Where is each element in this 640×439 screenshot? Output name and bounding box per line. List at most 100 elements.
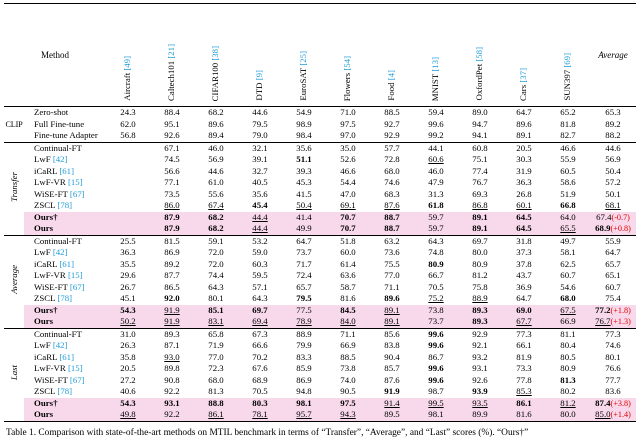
- value: 92.9: [472, 328, 488, 339]
- table-row: LwF [42] 74.5 56.9 39.1 51.1 52.6 72.8 60.6 75.1…: [4, 154, 636, 166]
- citation-link[interactable]: [67]: [69, 188, 85, 199]
- citation-link[interactable]: [37]: [518, 68, 529, 83]
- value-cell: 90.8: [150, 375, 194, 387]
- value-cell: 75.2: [414, 293, 458, 305]
- value-cell: 94.3: [326, 409, 370, 421]
- value-cell: 44.4: [238, 211, 282, 223]
- value-cell: 49.7: [546, 235, 590, 247]
- citation-link[interactable]: [15]: [67, 363, 83, 373]
- citation-link[interactable]: [42]: [52, 247, 68, 257]
- table-header: Method Aircraft [49] Caltech101 [21] CIFAR1…: [4, 3, 636, 107]
- citation-link[interactable]: [67]: [69, 374, 85, 385]
- citation-link[interactable]: [58]: [474, 47, 485, 63]
- value-cell: 80.9: [546, 363, 590, 375]
- column-header-rotated: OxfordPet [58]: [474, 47, 485, 101]
- value: 98.9: [296, 118, 312, 129]
- column-header: Aircraft [49]: [106, 3, 150, 107]
- value: 87.1: [164, 340, 180, 350]
- value: 68.2: [208, 107, 224, 117]
- value: 69.4: [252, 316, 268, 326]
- value-cell: 81.2: [546, 397, 590, 409]
- value-cell: 66.1: [502, 340, 546, 352]
- citation-link[interactable]: [49]: [122, 56, 133, 71]
- value: 80.3: [252, 397, 268, 408]
- citation-link[interactable]: [25]: [298, 51, 309, 67]
- citation-link[interactable]: [4]: [386, 70, 397, 81]
- value: 83.6: [605, 386, 621, 396]
- value-cell: 92.2: [150, 386, 194, 398]
- value-cell: 99.6: [414, 340, 458, 352]
- value-cell: 76.6: [590, 363, 636, 375]
- table-row: Ours† 87.9 68.2 44.4 41.4 70.7 88.7 59.7 89.1 64.…: [4, 211, 636, 223]
- citation-link[interactable]: [21]: [166, 44, 177, 59]
- method-name: iCaRL: [34, 258, 58, 269]
- table-row: WiSE-FT [67] 73.5 55.6 35.6 41.5 47.0 68.3 31.3…: [4, 189, 636, 201]
- value: 89.1: [472, 211, 488, 222]
- citation-link[interactable]: [61]: [59, 351, 74, 362]
- value: 99.6: [428, 340, 444, 350]
- citation-link[interactable]: [78]: [57, 200, 73, 210]
- citation-link[interactable]: [9]: [254, 70, 265, 81]
- value-cell: 69.1: [326, 200, 370, 212]
- value: 74.0: [340, 374, 356, 385]
- citation-link[interactable]: [15]: [67, 177, 83, 187]
- value-cell: 81.8: [546, 119, 590, 131]
- citation-link[interactable]: [13]: [430, 56, 441, 72]
- value-cell: 66.9: [546, 316, 590, 328]
- value: 92.6: [164, 130, 180, 140]
- value-cell: 97.0: [326, 130, 370, 142]
- value: 65.2: [560, 107, 576, 117]
- value: 81.6: [516, 409, 532, 419]
- value-cell: 91.9: [370, 386, 414, 398]
- value: 35.5: [120, 258, 136, 269]
- value-cell: 80.4: [546, 340, 590, 352]
- value-cell: 95.1: [150, 119, 194, 131]
- value-cell: 89.1: [370, 316, 414, 328]
- column-header-rotated: SUN397 [69]: [562, 53, 573, 101]
- value-cell: 87.4(+3.8): [590, 397, 636, 409]
- value: 56.9: [605, 154, 621, 164]
- value-cell: 67.6: [238, 363, 282, 375]
- value: 20.5: [120, 363, 136, 373]
- value-cell: 46.0: [414, 166, 458, 178]
- value-cell: 31.0: [106, 328, 150, 340]
- group-label-cell: CLIP: [4, 106, 24, 142]
- value-cell: 80.0: [458, 247, 502, 259]
- column-header-rotated: Food [4]: [386, 70, 397, 101]
- value-cell: [106, 189, 150, 201]
- value-cell: 64.0: [546, 211, 590, 223]
- value: 68.0: [384, 165, 400, 176]
- value-cell: 76.7(+1.3): [590, 316, 636, 328]
- citation-link[interactable]: [54]: [342, 55, 353, 71]
- citation-link[interactable]: [61]: [59, 165, 74, 176]
- value: 37.3: [516, 247, 532, 257]
- value: 93.0: [164, 351, 180, 362]
- value-cell: 67.4(-0.7): [590, 211, 636, 223]
- citation-link[interactable]: [38]: [210, 45, 221, 61]
- citation-link[interactable]: [61]: [59, 258, 74, 269]
- value: 81.3: [560, 374, 576, 385]
- value-cell: 32.7: [238, 166, 282, 178]
- value: 77.7: [605, 374, 621, 385]
- group-label: Transfer: [8, 171, 19, 202]
- citation-link[interactable]: [78]: [57, 293, 73, 303]
- citation-link[interactable]: [69]: [562, 53, 573, 68]
- delta-value: (+1.3): [610, 317, 631, 326]
- citation-link[interactable]: [42]: [52, 340, 68, 350]
- method-cell: iCaRL [61]: [24, 259, 106, 271]
- value: 60.3: [252, 258, 268, 269]
- citation-link[interactable]: [78]: [57, 386, 73, 396]
- citation-link[interactable]: [42]: [52, 154, 68, 164]
- value-cell: 85.7: [370, 363, 414, 375]
- value: 59.7: [428, 223, 444, 233]
- value: 88.8: [208, 397, 224, 408]
- value-cell: 81.6: [502, 409, 546, 421]
- value: 44.6: [208, 165, 224, 176]
- citation-link[interactable]: [67]: [69, 281, 85, 292]
- value-cell: 29.6: [106, 270, 150, 282]
- value-cell: 80.0: [546, 409, 590, 421]
- value: 79.0: [252, 130, 268, 140]
- value-cell: 83.1: [194, 316, 238, 328]
- citation-link[interactable]: [15]: [67, 270, 83, 280]
- value: 99.6: [428, 374, 444, 385]
